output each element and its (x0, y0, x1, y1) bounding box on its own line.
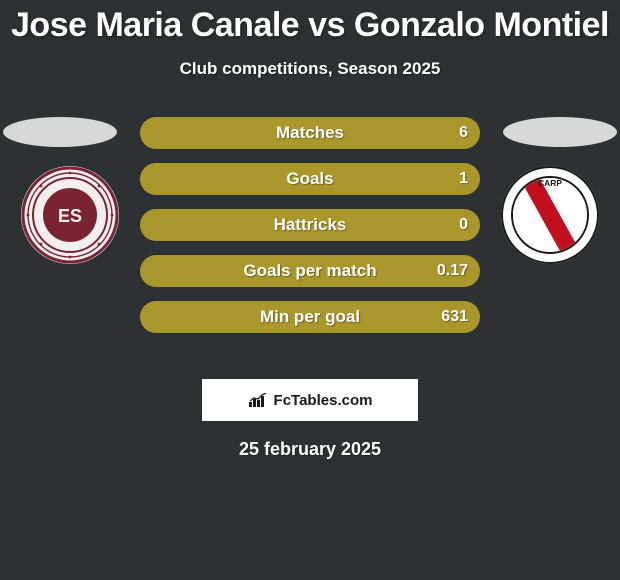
stat-value-right: 0 (459, 216, 468, 234)
date-label: 25 february 2025 (0, 439, 620, 460)
river-crest-icon: CARP (500, 165, 600, 265)
stat-value-right: 6 (459, 124, 468, 142)
brand-label: FcTables.com (274, 392, 373, 409)
lanus-crest-icon: ES (20, 165, 120, 265)
club-badge-left: ES (20, 165, 120, 265)
stat-bar: Goals 1 (140, 163, 480, 195)
stat-label: Min per goal (260, 307, 360, 327)
stat-label: Matches (276, 123, 344, 143)
bar-chart-icon (248, 393, 268, 407)
brand-box[interactable]: FcTables.com (202, 379, 418, 421)
stat-bar: Matches 6 (140, 117, 480, 149)
subtitle: Club competitions, Season 2025 (0, 59, 620, 79)
stat-bar: Hattricks 0 (140, 209, 480, 241)
stat-label: Goals (286, 169, 333, 189)
stat-bar: Min per goal 631 (140, 301, 480, 333)
stat-label: Hattricks (274, 215, 347, 235)
page-title: Jose Maria Canale vs Gonzalo Montiel (0, 0, 620, 45)
stat-value-right: 0.17 (437, 262, 468, 280)
svg-text:CARP: CARP (538, 178, 562, 188)
club-badge-right: CARP (500, 165, 600, 265)
stat-bar: Goals per match 0.17 (140, 255, 480, 287)
player-photo-left (3, 117, 117, 147)
stat-value-right: 631 (441, 308, 468, 326)
svg-text:ES: ES (58, 206, 82, 226)
stat-bars: Matches 6 Goals 1 Hattricks 0 Goals per match 0… (140, 117, 480, 347)
player-photo-right (503, 117, 617, 147)
comparison-stage: ES CARP Matches 6 Goals 1 Hattricks 0 Goals pe… (0, 117, 620, 367)
stat-label: Goals per match (243, 261, 376, 281)
stat-value-right: 1 (459, 170, 468, 188)
